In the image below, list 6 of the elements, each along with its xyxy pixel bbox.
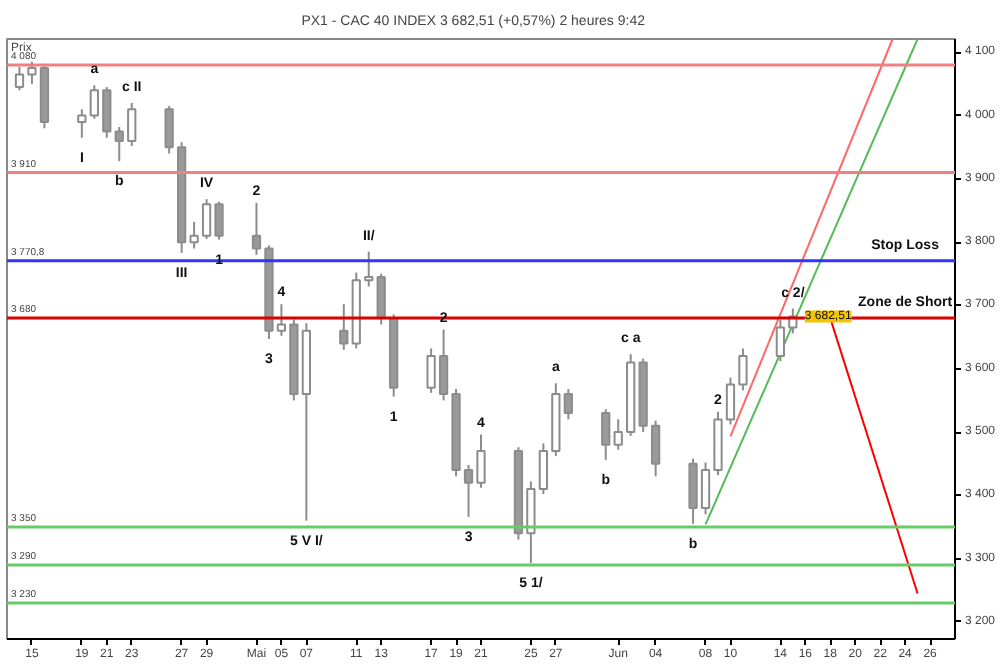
candlestick [563,388,573,421]
candlestick [613,418,623,451]
candlestick [601,408,611,461]
candlestick [77,108,87,139]
candlestick [376,272,386,326]
candlestick [339,303,349,351]
